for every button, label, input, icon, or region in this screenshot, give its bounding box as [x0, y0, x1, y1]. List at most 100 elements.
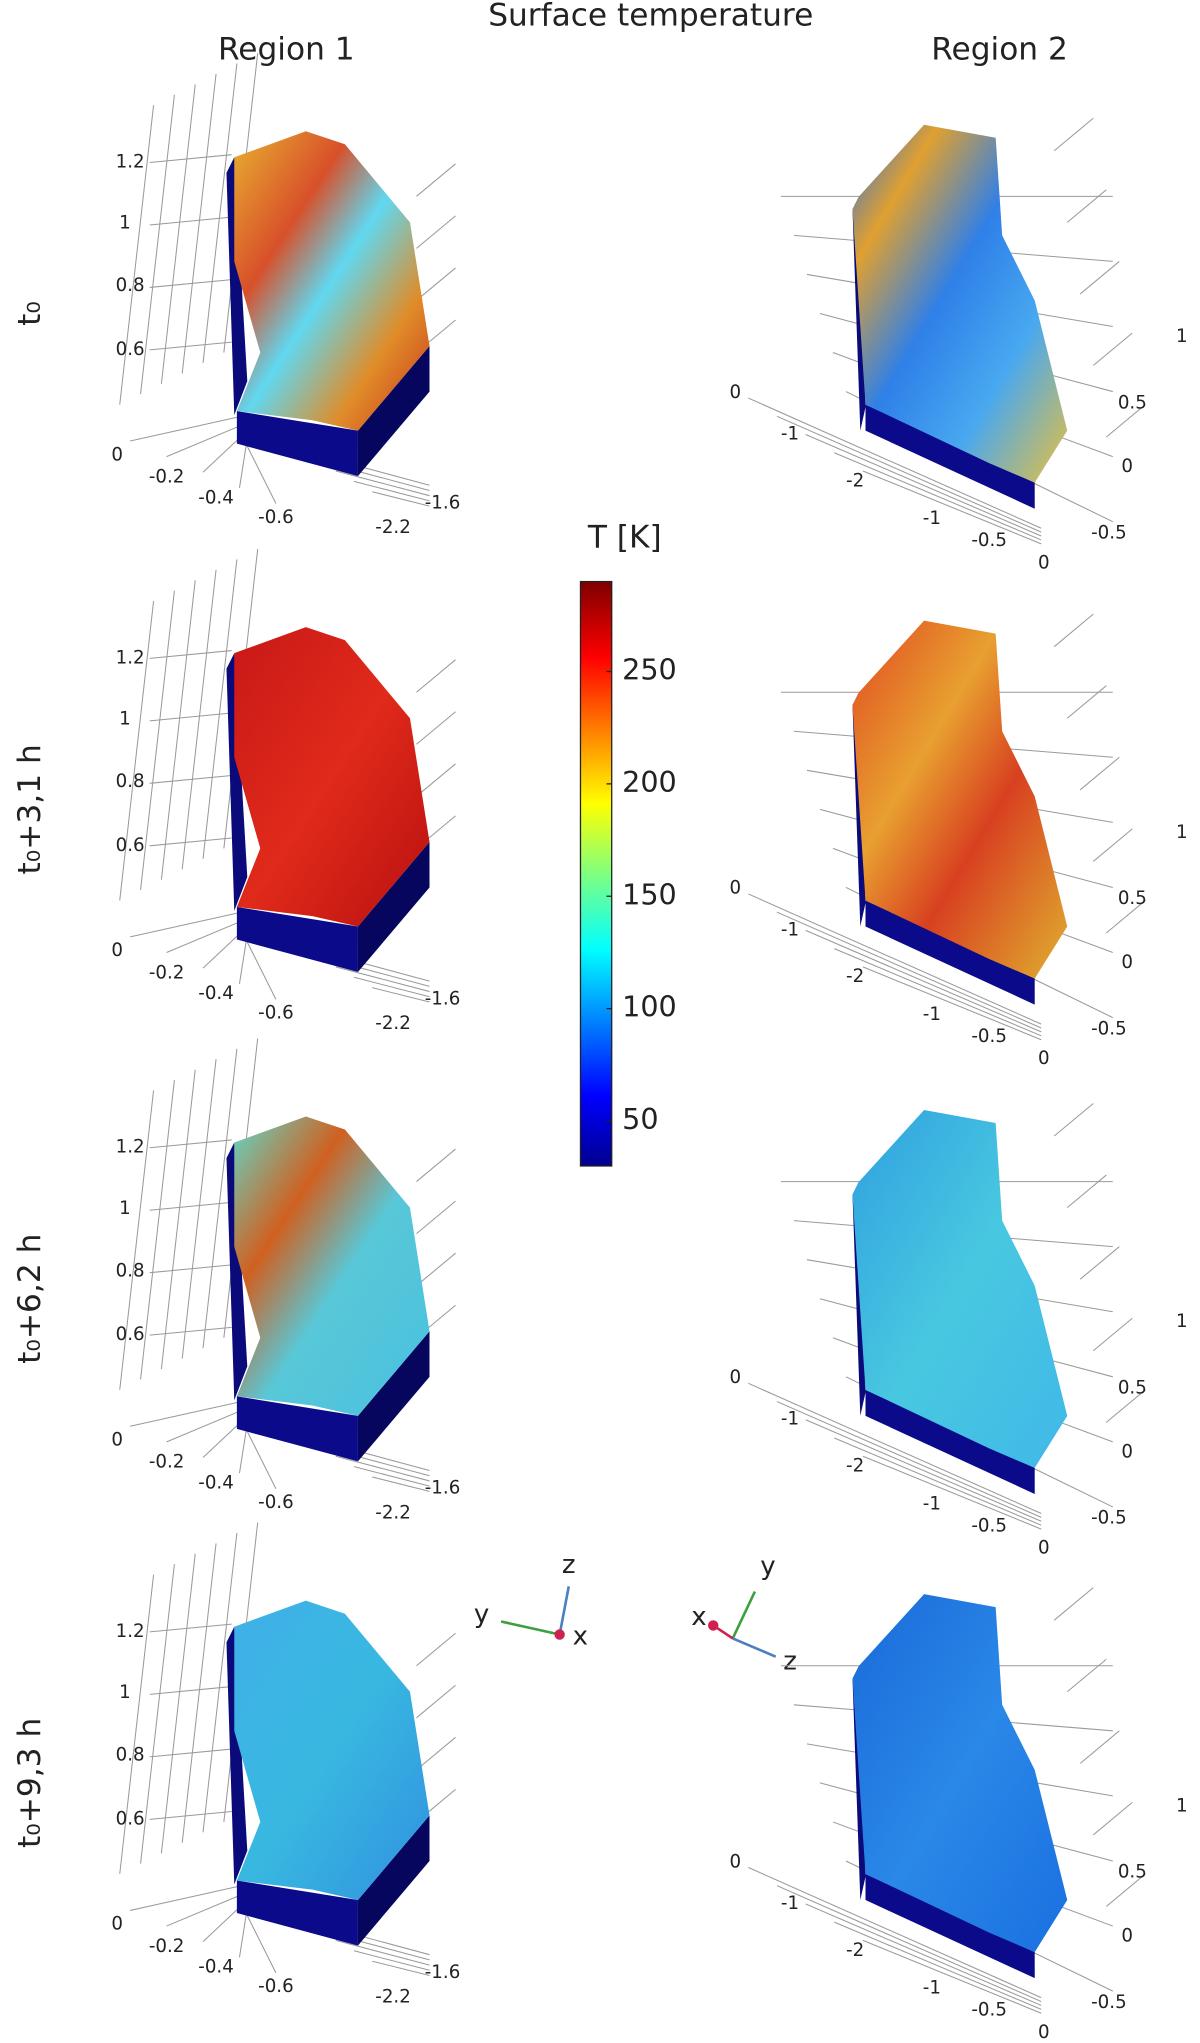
surface-top — [234, 627, 430, 927]
surface-panel: 0 -1 -2 -1 -0.5 0 1 0.5 0 -0.5 — [730, 1103, 1188, 1559]
grid-line — [238, 438, 248, 488]
surface-side — [236, 1396, 358, 1462]
y-tick-label: -2.2 — [375, 1987, 411, 2008]
row-label: t₀ — [12, 301, 48, 326]
grid-line — [335, 1939, 430, 1966]
grid-line — [149, 1326, 232, 1336]
grid-line — [805, 434, 1042, 537]
triad-label: y — [474, 1599, 489, 1629]
x-tick-label: 0 — [111, 1430, 123, 1451]
grid-line — [202, 1532, 238, 1833]
grid-line — [119, 1574, 155, 1875]
grid-line — [335, 966, 430, 993]
axis-tick-label: 0.5 — [1118, 1862, 1147, 1883]
grid-line — [776, 1885, 1042, 2003]
axis-tick-label: 0 — [1038, 552, 1050, 573]
axis-tick-label: 1 — [1176, 326, 1188, 347]
axis-tick-label: 0 — [1121, 1925, 1133, 1946]
surface-side — [226, 157, 248, 415]
axis-tick-label: -1 — [781, 1409, 799, 1430]
grid-line — [416, 1632, 456, 1667]
y-tick-label: -1.6 — [425, 988, 461, 1009]
grid-line — [416, 711, 456, 745]
grid-line — [372, 491, 430, 507]
grid-line — [149, 1811, 232, 1820]
surface-panel: 0 -1 -2 -1 -0.5 0 1 0.5 0 -0.5 — [730, 613, 1188, 1069]
grid-line — [1066, 1174, 1107, 1209]
grid-line — [202, 559, 238, 859]
axis-tick-label: 0.5 — [1118, 888, 1147, 909]
axis-tick-label: -2 — [846, 470, 864, 491]
x-tick-label: -0.4 — [198, 1957, 234, 1978]
axis-tick-label: 0 — [730, 382, 742, 403]
grid-line — [1053, 1103, 1094, 1137]
z-tick-label: 1.2 — [116, 1621, 145, 1642]
surface-side — [865, 1389, 1035, 1494]
grid-line — [372, 1476, 430, 1492]
z-tick-label: 0.8 — [116, 275, 145, 296]
axis-tick-label: 0 — [1121, 1441, 1133, 1462]
x-tick-label: -0.2 — [149, 1936, 185, 1957]
grid-line — [353, 1466, 430, 1487]
grid-line — [335, 1455, 430, 1482]
grid-line — [1079, 1730, 1120, 1764]
grid-line — [416, 1148, 456, 1182]
axis-tick-label: -0.5 — [1091, 1018, 1127, 1039]
z-tick-label: 0.6 — [116, 1324, 145, 1345]
grid-line — [160, 84, 196, 384]
grid-line — [1105, 900, 1146, 934]
grid-line — [130, 414, 248, 442]
grid-line — [160, 1553, 196, 1854]
surface-top — [852, 124, 1068, 483]
z-tick-label: 1 — [119, 709, 131, 730]
surface-side — [357, 346, 430, 477]
axis-tick-label: -1 — [923, 508, 941, 529]
axis-tick-label: -1 — [781, 1893, 799, 1914]
axis-tick-label: -0.5 — [971, 530, 1007, 551]
x-tick-label: 0 — [111, 444, 123, 465]
grid-line — [1053, 1587, 1094, 1621]
grid-line — [202, 63, 238, 363]
surface-top — [234, 1116, 430, 1416]
grid-line — [166, 1891, 248, 1927]
grid-line — [1105, 1389, 1146, 1423]
surface-panel: 0 -1 -2 -1 -0.5 0 1 0.5 0 -0.5 — [730, 117, 1188, 573]
grid-line — [1092, 1802, 1133, 1836]
figure-title: Surface temperature — [488, 0, 813, 34]
grid-line — [834, 452, 1042, 541]
triad-label: x — [691, 1602, 706, 1632]
z-tick-label: 1 — [119, 1682, 131, 1703]
grid-line — [1092, 332, 1133, 366]
grid-line — [1079, 1246, 1120, 1280]
axis-tick-label: -2 — [846, 966, 864, 987]
colorbar — [579, 580, 613, 1167]
grid-line — [130, 910, 248, 938]
grid-line — [238, 1907, 248, 1958]
axis-tick-label: 0 — [1038, 1538, 1050, 1559]
surface-panel: 1.2 1 0.8 0.6 0 -0.2 -0.4 -0.6 -1.6 -2.2 — [111, 53, 460, 538]
axis-tick-label: 0 — [730, 878, 742, 899]
axis-triad: y x z — [691, 1551, 797, 1676]
grid-line — [776, 911, 1042, 1029]
grid-line — [416, 1736, 456, 1771]
grid-line — [805, 1419, 1042, 1522]
surface-side — [865, 900, 1035, 1005]
grid-line — [149, 1686, 232, 1695]
colorbar-label: T [K] — [587, 520, 662, 556]
grid-line — [181, 73, 217, 374]
axis-tick-label: -2 — [846, 1940, 864, 1961]
axis-tick-label: -1 — [923, 1004, 941, 1025]
axis-tick-label: -1 — [781, 424, 799, 445]
axis-tick-label: 0 — [730, 1851, 742, 1872]
x-tick-label: 0 — [111, 1914, 123, 1935]
colorbar-tick-label: 150 — [622, 877, 677, 911]
grid-line — [238, 934, 248, 984]
surface-side — [226, 1142, 248, 1401]
surface-side — [357, 1331, 430, 1462]
axis-tick-label: 0 — [1121, 952, 1133, 973]
triad-label: z — [783, 1646, 797, 1676]
grid-line — [1105, 1873, 1146, 1907]
grid-line — [1053, 613, 1094, 648]
grid-line — [1053, 117, 1094, 152]
